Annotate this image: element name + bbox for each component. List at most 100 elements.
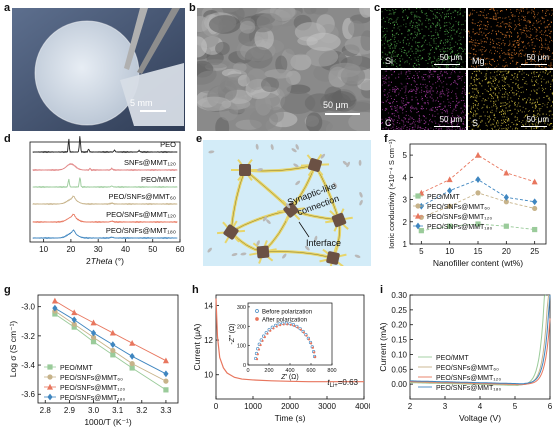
eds-dot [417, 102, 419, 104]
eds-dot [381, 26, 383, 28]
eds-dot [390, 81, 392, 83]
eds-dot [463, 90, 465, 92]
eds-dot [541, 105, 543, 107]
eds-dot [427, 102, 429, 104]
eds-dot [540, 20, 542, 22]
eds-dot [508, 118, 510, 120]
inset-point [286, 323, 289, 326]
eds-dot [474, 111, 476, 113]
eds-dot [412, 89, 414, 91]
eds-dot [418, 71, 420, 73]
eds-dot [402, 42, 404, 44]
eds-dot [421, 98, 423, 100]
eds-dot [441, 93, 443, 95]
eds-dot [440, 14, 442, 16]
eds-dot [473, 94, 475, 96]
eds-dot [450, 47, 452, 49]
eds-dot [507, 98, 509, 100]
eds-dot [424, 13, 426, 15]
eds-dot [390, 106, 392, 108]
eds-dot [413, 53, 415, 55]
eds-dot [495, 16, 497, 18]
eds-dot [513, 123, 515, 125]
eds-dot [421, 9, 423, 11]
eds-dot [419, 64, 421, 66]
eds-dot [499, 111, 501, 113]
eds-dot [381, 122, 383, 124]
eds-dot [444, 105, 446, 107]
legend-marker [47, 383, 53, 390]
eds-dot [474, 67, 476, 68]
eds-dot [419, 121, 421, 123]
eds-dot [532, 56, 534, 58]
sem-grain [360, 30, 370, 51]
eds-dot [481, 11, 483, 13]
eds-dot [459, 126, 461, 128]
eds-dot [486, 99, 488, 101]
eds-dot [498, 92, 500, 94]
eds-dot [508, 106, 510, 108]
eds-dot [415, 41, 417, 43]
eds-dot [435, 122, 437, 124]
data-point [163, 370, 169, 378]
eds-dot [457, 12, 459, 14]
eds-dot [503, 79, 505, 81]
eds-dot [437, 90, 439, 92]
eds-dot [429, 57, 431, 59]
eds-dot [528, 21, 530, 23]
eds-dot [508, 24, 510, 26]
eds-dot [451, 112, 453, 114]
eds-dot [508, 16, 510, 18]
eds-dot [418, 24, 420, 26]
eds-dot [405, 73, 407, 75]
eds-dot [477, 45, 479, 47]
eds-dot [455, 41, 457, 43]
legend-label: PEO/SNFs@MMT₁₈₀ [427, 224, 493, 231]
eds-dot [436, 24, 438, 26]
eds-dot [390, 95, 392, 97]
sem-grain [234, 8, 258, 18]
eds-dot [524, 30, 526, 32]
eds-dot [432, 73, 434, 75]
eds-dot [501, 128, 503, 130]
eds-dot [440, 96, 442, 98]
eds-dot [492, 58, 494, 60]
eds-dot [545, 12, 547, 14]
eds-dot [402, 108, 404, 110]
eds-dot [478, 124, 480, 126]
eds-dot [456, 50, 458, 52]
eds-dot [535, 65, 537, 67]
eds-dot [435, 87, 437, 89]
eds-dot [394, 41, 396, 43]
eds-dot [487, 24, 489, 26]
eds-dot [491, 30, 493, 32]
eds-dot [439, 128, 441, 130]
eds-dot [548, 47, 550, 49]
eds-dot [452, 100, 454, 102]
eds-dot [424, 102, 426, 104]
eds-dot [497, 99, 499, 101]
eds-dot [450, 83, 452, 85]
eds-dot [394, 44, 396, 46]
eds-dot [418, 41, 420, 43]
eds-dot [545, 66, 547, 68]
eds-dot [460, 43, 462, 45]
eds-dot [421, 96, 423, 98]
eds-dot [411, 105, 413, 107]
eds-dot [420, 107, 422, 109]
eds-dot [446, 30, 448, 32]
eds-dot [436, 65, 438, 67]
eds-dot [536, 71, 538, 73]
eds-dot [411, 117, 413, 119]
eds-dot [409, 126, 411, 128]
eds-dot [451, 47, 453, 49]
eds-dot [432, 83, 434, 85]
eds-dot [418, 16, 420, 18]
eds-dot [493, 114, 495, 116]
eds-dot [520, 121, 522, 123]
eds-dot [473, 113, 475, 115]
eds-dot [399, 41, 401, 43]
eds-dot [536, 113, 538, 115]
eds-dot [506, 76, 508, 78]
eds-dot [472, 107, 474, 109]
